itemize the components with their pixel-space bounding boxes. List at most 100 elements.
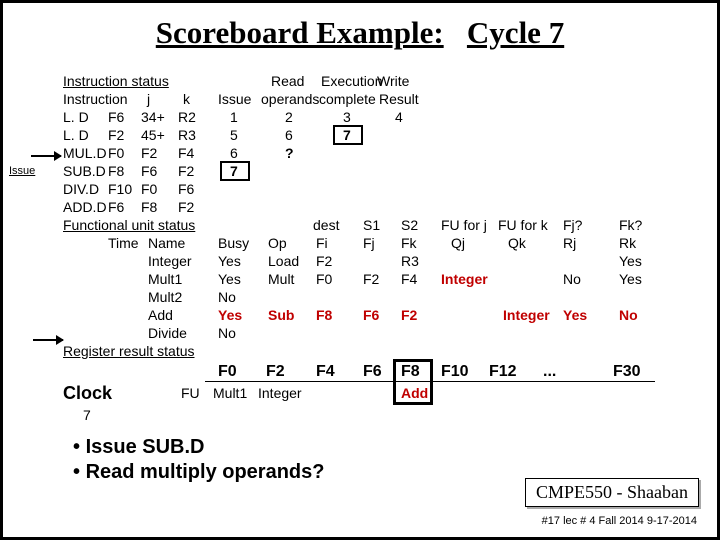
- fu-name-val: Divide: [148, 325, 187, 341]
- instr-dst: F2: [108, 127, 124, 143]
- footer-meta: #17 lec # 4 Fall 2014 9-17-2014: [542, 515, 697, 527]
- clock-value: 7: [83, 407, 91, 423]
- fu-busy: Busy: [218, 235, 249, 251]
- fu-name-val: Integer: [148, 253, 192, 269]
- instr-j: F0: [141, 181, 157, 197]
- fu-fj: Fj: [363, 235, 375, 251]
- fu-rj-val: No: [563, 271, 581, 287]
- instr-exec: 3: [343, 109, 351, 125]
- highlight-box: [220, 161, 250, 181]
- fu-rk: Rk: [619, 235, 636, 251]
- fu-fuj: FU for j: [441, 217, 487, 233]
- instr-op: SUB.D: [63, 163, 106, 179]
- fu-op-val: Mult: [268, 271, 294, 287]
- instr-k: R3: [178, 127, 196, 143]
- fu-qj: Qj: [451, 235, 465, 251]
- fu-busy-val: Yes: [218, 307, 242, 323]
- highlight-box: [333, 125, 363, 145]
- reg-col: F4: [316, 363, 335, 381]
- issue-side-label: Issue: [9, 165, 35, 177]
- instr-dst: F0: [108, 145, 124, 161]
- footer-course: CMPE550 - Shaaban: [525, 478, 699, 507]
- reg-col: ...: [543, 363, 556, 381]
- instr-op: ADD.D: [63, 199, 107, 215]
- fu-time: Time: [108, 235, 139, 251]
- instr-read: 2: [285, 109, 293, 125]
- hdr-instruction: Instruction: [63, 91, 128, 107]
- bullet-text: Read multiply operands?: [86, 461, 325, 483]
- hdr-write: Write: [377, 73, 409, 89]
- instr-issue: 1: [230, 109, 238, 125]
- instr-write: 4: [395, 109, 403, 125]
- instr-dst: F8: [108, 163, 124, 179]
- fu-busy-val: No: [218, 325, 236, 341]
- fu-fi-val: F0: [316, 271, 332, 287]
- instr-j: F6: [141, 163, 157, 179]
- fu-rk-val: No: [619, 307, 638, 323]
- instr-read: 6: [285, 127, 293, 143]
- fu-rj-val: Yes: [563, 307, 587, 323]
- fu-busy-val: No: [218, 289, 236, 305]
- fu-s1: S1: [363, 217, 380, 233]
- reg-col: F6: [363, 363, 382, 381]
- fu-fuk: FU for k: [498, 217, 548, 233]
- hdr-k: k: [183, 91, 190, 107]
- hdr-exec: Execution: [321, 73, 382, 89]
- fu-rk-val: Yes: [619, 253, 642, 269]
- instr-issue: 6: [230, 145, 238, 161]
- instr-op: L. D: [63, 127, 89, 143]
- fu-fkq: Fk?: [619, 217, 642, 233]
- instr-issue: 5: [230, 127, 238, 143]
- fu-op-val: Sub: [268, 307, 294, 323]
- instr-dst: F10: [108, 181, 132, 197]
- fu-fi-val: F2: [316, 253, 332, 269]
- instr-read: ?: [285, 145, 294, 161]
- instr-op: MUL.D: [63, 145, 107, 161]
- fu-fj-val: F2: [363, 271, 379, 287]
- fu-busy-val: Yes: [218, 253, 241, 269]
- hdr-complete: complete: [319, 91, 376, 107]
- bullet-text: Issue SUB.D: [86, 436, 205, 458]
- arrow-icon: [31, 155, 61, 157]
- fu-fi: Fi: [316, 235, 328, 251]
- reg-title: Register result status: [63, 343, 195, 359]
- fu-fk: Fk: [401, 235, 417, 251]
- instr-k: R2: [178, 109, 196, 125]
- fu-rk-val: Yes: [619, 271, 642, 287]
- reg-col: F30: [613, 363, 641, 381]
- slide: Scoreboard Example: Cycle 7 Issue Instru…: [0, 0, 720, 540]
- bullet-item: • Issue SUB.D: [73, 435, 325, 460]
- fu-name: Name: [148, 235, 185, 251]
- fu-fk-val: R3: [401, 253, 419, 269]
- instr-dst: F6: [108, 109, 124, 125]
- fu-name-val: Mult2: [148, 289, 182, 305]
- instr-dst: F6: [108, 199, 124, 215]
- fu-fk-val: F4: [401, 271, 417, 287]
- fu-fjq: Fj?: [563, 217, 582, 233]
- fu-busy-val: Yes: [218, 271, 241, 287]
- fu-qj-val: Integer: [441, 271, 488, 287]
- fu-op: Op: [268, 235, 287, 251]
- fu-dest: dest: [313, 217, 339, 233]
- reg-col: F12: [489, 363, 517, 381]
- instr-j: F8: [141, 199, 157, 215]
- instr-k: F2: [178, 199, 194, 215]
- fu-rj: Rj: [563, 235, 576, 251]
- instr-k: F4: [178, 145, 194, 161]
- instr-j: 45+: [141, 127, 165, 143]
- bullet-item: • Read multiply operands?: [73, 460, 325, 485]
- title-part-2: Cycle 7: [467, 15, 564, 50]
- reg-val: Integer: [258, 385, 302, 401]
- fu-op-val: Load: [268, 253, 299, 269]
- fu-name-val: Mult1: [148, 271, 182, 287]
- hdr-operands: operands: [261, 91, 319, 107]
- fu-label: FU: [181, 385, 200, 401]
- fu-s2: S2: [401, 217, 418, 233]
- bullet-list: • Issue SUB.D • Read multiply operands?: [73, 435, 325, 485]
- clock-label: Clock: [63, 383, 112, 404]
- instr-op: DIV.D: [63, 181, 99, 197]
- reg-val: Mult1: [213, 385, 247, 401]
- slide-title: Scoreboard Example: Cycle 7: [3, 15, 717, 51]
- highlight-box: [393, 359, 433, 405]
- hdr-issue: Issue: [218, 91, 251, 107]
